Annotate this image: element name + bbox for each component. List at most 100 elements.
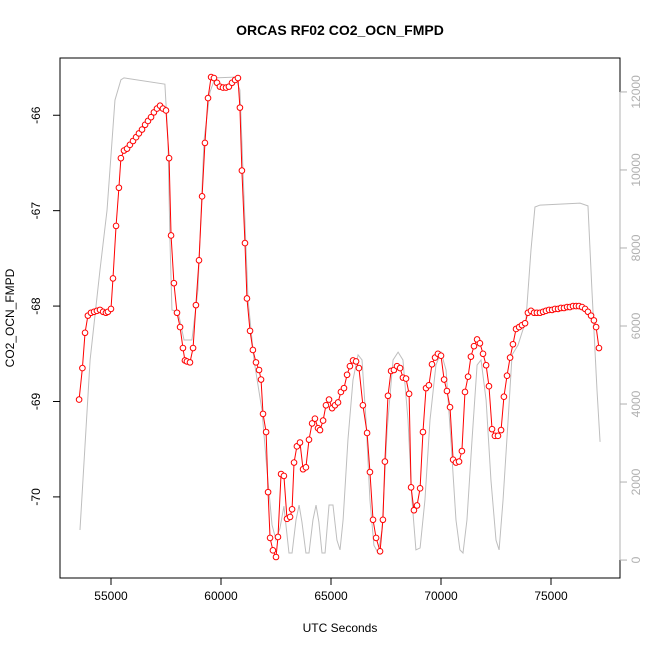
data-point <box>189 344 197 352</box>
data-point <box>302 464 310 471</box>
data-point <box>381 458 389 465</box>
data-point <box>316 426 324 434</box>
data-point <box>497 426 505 434</box>
data-point <box>443 387 451 395</box>
x-tick-label: 55000 <box>94 589 128 603</box>
data-point <box>384 392 392 400</box>
data-point <box>241 239 249 247</box>
data-point <box>198 193 206 200</box>
x-axis-label: UTC Seconds <box>303 621 378 635</box>
chart-title: ORCAS RF02 CO2_OCN_FMPD <box>236 22 444 38</box>
data-point <box>396 364 404 372</box>
data-point <box>165 154 173 162</box>
data-point <box>269 547 277 554</box>
data-point <box>467 353 475 360</box>
y-tick-label: -70 <box>29 488 43 506</box>
data-point <box>410 506 418 514</box>
data-point <box>405 390 413 398</box>
data-point <box>590 317 598 324</box>
data-point <box>255 366 263 374</box>
data-point <box>416 485 424 492</box>
data-point <box>280 472 288 480</box>
data-point <box>109 275 117 282</box>
y2-tick-label: 4000 <box>629 390 643 417</box>
data-point <box>455 458 463 465</box>
data-point <box>138 126 146 133</box>
x-tick-label: 70000 <box>424 589 458 603</box>
y2-tick-label: 10000 <box>629 153 643 187</box>
data-point <box>210 74 218 82</box>
data-point <box>352 358 360 365</box>
data-point <box>290 459 298 466</box>
data-point <box>476 339 484 347</box>
series-line <box>78 76 600 559</box>
data-point <box>500 393 508 401</box>
data-point <box>488 425 496 433</box>
data-point <box>249 346 257 354</box>
data-point <box>470 342 478 350</box>
data-point <box>272 553 280 561</box>
data-point <box>485 382 493 390</box>
data-point <box>162 107 170 114</box>
data-point <box>167 232 175 239</box>
y2-tick-label: 6000 <box>629 312 643 339</box>
data-point <box>117 154 125 162</box>
data-point <box>372 534 380 542</box>
data-point <box>319 417 327 424</box>
data-point <box>176 323 184 331</box>
data-point <box>252 359 260 366</box>
data-point <box>147 113 155 121</box>
data-point <box>288 506 296 513</box>
data-point <box>243 295 251 302</box>
data-point <box>264 488 272 496</box>
data-point <box>322 402 330 409</box>
data-point <box>355 364 363 372</box>
data-point <box>186 359 194 366</box>
data-point <box>479 350 487 358</box>
data-point <box>340 384 348 392</box>
data-point <box>509 340 517 348</box>
y-tick-label: -66 <box>29 106 43 124</box>
data-point <box>369 516 377 524</box>
data-point <box>446 403 454 411</box>
data-point <box>179 344 187 352</box>
data-point <box>262 428 270 436</box>
data-point <box>440 376 448 383</box>
data-point <box>81 329 89 337</box>
plot-box <box>59 57 621 579</box>
data-point <box>379 516 387 524</box>
data-point <box>413 502 421 509</box>
data-point <box>419 428 427 436</box>
y2-tick-label: 0 <box>629 556 643 563</box>
data-point <box>592 323 600 331</box>
data-point <box>587 312 595 319</box>
y-tick-label: -69 <box>29 392 43 410</box>
x-tick-label: 75000 <box>534 589 568 603</box>
data-point <box>343 371 351 379</box>
data-point <box>296 439 304 446</box>
data-point <box>192 301 200 309</box>
data-point <box>246 327 254 335</box>
data-point <box>308 420 316 427</box>
data-point <box>266 534 274 542</box>
data-point <box>274 533 282 541</box>
x-tick-label: 60000 <box>204 589 238 603</box>
data-point <box>259 410 267 418</box>
data-point <box>325 396 333 403</box>
data-point <box>428 360 436 368</box>
y-tick-label: -68 <box>29 297 43 315</box>
data-point <box>107 305 115 313</box>
y2-tick-label: 2000 <box>629 468 643 495</box>
data-point <box>503 372 511 380</box>
data-point <box>238 167 246 174</box>
data-point <box>236 104 244 111</box>
series-line <box>79 76 601 555</box>
data-point <box>115 184 123 192</box>
data-point <box>506 354 514 361</box>
data-point <box>204 94 212 102</box>
data-point <box>494 432 502 440</box>
data-point <box>79 364 86 372</box>
y-tick-label: -67 <box>29 202 43 220</box>
data-point <box>595 344 603 352</box>
data-point <box>257 376 265 383</box>
